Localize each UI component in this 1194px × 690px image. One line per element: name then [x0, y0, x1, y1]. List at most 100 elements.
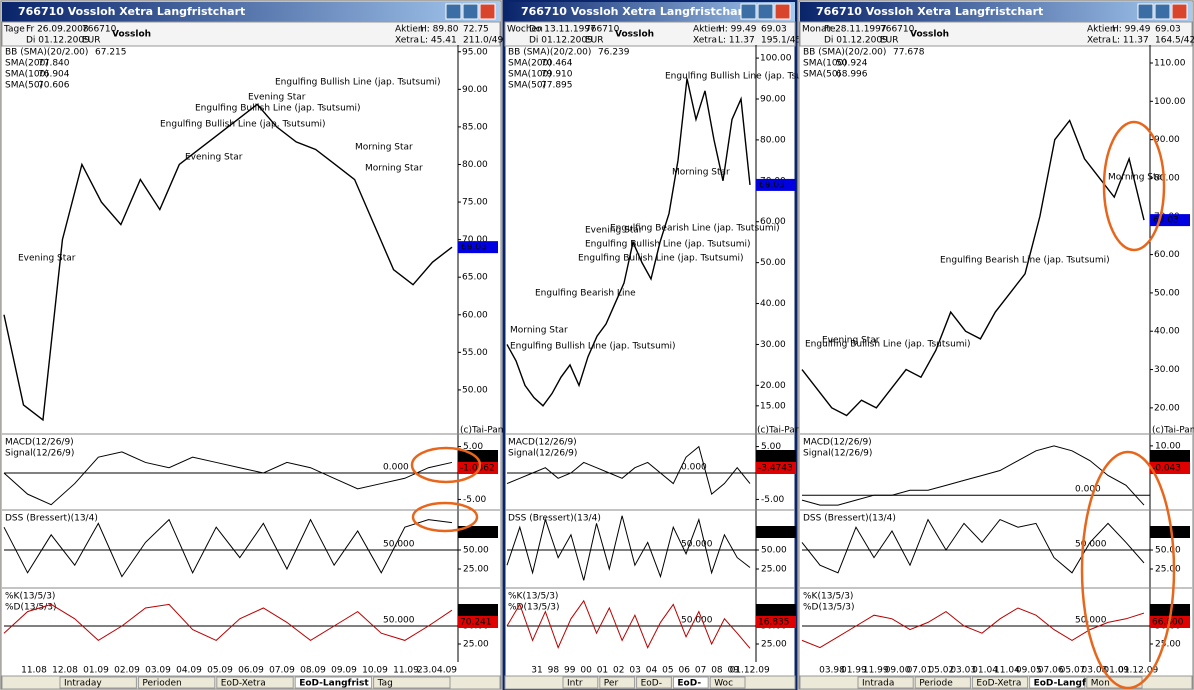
legend-value: 70.606: [38, 81, 70, 91]
tab[interactable]: [1029, 676, 1086, 689]
header-field: Vossloh: [112, 30, 151, 40]
y-tick-label: 25.00: [761, 565, 787, 575]
highlight: [411, 501, 479, 533]
y-tick-label: -5.00: [463, 495, 487, 505]
header-bar: [799, 21, 1193, 47]
header-field: H: 89.80: [420, 25, 459, 35]
annotation: (c)Tai-Pan: [1152, 426, 1194, 436]
tab-label: EoD-Langfrist: [299, 679, 369, 689]
annotation: Engulfing Bullish Line (jap. Tsutsumi): [805, 340, 971, 350]
tab[interactable]: [971, 676, 1029, 689]
x-tick-label: 01.99: [841, 666, 867, 676]
window-frame: [0, 0, 502, 690]
indicator-line: [506, 599, 751, 649]
tab[interactable]: [59, 676, 137, 689]
window-button[interactable]: [1171, 3, 1188, 20]
level-label: 50.000: [681, 616, 713, 626]
y-tick-label: 10.00: [1155, 441, 1181, 451]
readout: 70.241: [460, 618, 492, 628]
panel-name: %D(13/5/3): [508, 603, 559, 613]
tab[interactable]: [672, 676, 709, 689]
price-line: [801, 119, 1145, 417]
tab[interactable]: [599, 676, 636, 689]
x-tick-label: 11.09: [393, 666, 419, 676]
tab-label: EoD-Xetra: [221, 679, 266, 689]
indicator-line: [3, 451, 453, 506]
header-field: Aktien: [395, 25, 424, 35]
header-field: Monate: [802, 25, 836, 35]
x-tick-label: 07: [695, 666, 706, 676]
annotation: Engulfing Bearish Line: [535, 289, 636, 299]
tab-label: Intr: [567, 679, 583, 689]
y-tick-label: 90.00: [1154, 135, 1180, 145]
panel-name: Signal(12/26/9): [803, 449, 872, 459]
panel-name: %D(13/5/3): [803, 603, 854, 613]
legend-name: BB (SMA)(20/2.00): [803, 48, 886, 58]
tab[interactable]: [636, 676, 672, 689]
legend-name: BB (SMA)(20/2.00): [5, 48, 88, 58]
legend-value: 70.464: [541, 59, 573, 69]
readout-box: [458, 604, 498, 616]
legend-value: 77.895: [541, 81, 573, 91]
legend-name: SMA(100): [508, 70, 552, 80]
panel-name: %K(13/5/3): [5, 592, 55, 602]
window-button[interactable]: [774, 3, 791, 20]
panel-name: DSS (Bressert)(13/4): [803, 514, 896, 524]
annotation: Evening Star: [18, 254, 76, 264]
tab[interactable]: [709, 676, 746, 689]
x-tick-label: 01: [597, 666, 608, 676]
tab[interactable]: [137, 676, 216, 689]
legend-name: SMA(50): [5, 81, 43, 91]
annotation: Evening Star: [822, 336, 880, 346]
legend-name: BB (SMA)(20/2.00): [508, 48, 591, 58]
header-bar: [504, 21, 796, 47]
window-title: 766710 Vossloh Xetra Langfristchart: [521, 5, 748, 18]
x-tick-label: 31: [531, 666, 542, 676]
window-button[interactable]: [740, 3, 757, 20]
readout: -2.3824: [758, 452, 793, 462]
header-field: Xetra: [395, 36, 419, 46]
y-tick-label: 5.00: [463, 442, 483, 452]
window-button[interactable]: [445, 3, 462, 20]
title-bar: [2, 2, 500, 22]
annotation: Engulfing Bullish Line (jap. Tsutsumi): [578, 254, 744, 264]
y-tick-label: 80.00: [760, 135, 786, 145]
x-tick-label: 00: [580, 666, 592, 676]
tab[interactable]: [216, 676, 294, 689]
x-tick-label: 02.09: [114, 666, 140, 676]
header-field: Tage: [3, 25, 25, 35]
y-tick-label: 90.00: [462, 85, 488, 95]
tab-label: EoD-Xetra: [976, 679, 1021, 689]
window-title: 766710 Vossloh Xetra Langfristchart: [18, 5, 245, 18]
x-tick-label: 01.09: [1103, 666, 1129, 676]
window-button[interactable]: [479, 3, 496, 20]
tab[interactable]: [914, 676, 971, 689]
header-field: 164.5/42.5: [1155, 36, 1194, 46]
x-tick-label: 11.99: [863, 666, 889, 676]
level-label: 50.000: [383, 616, 415, 626]
tab-label: EoD-Langfri: [1034, 679, 1094, 689]
header-field: EUR: [82, 36, 101, 46]
header-bar: [1, 21, 501, 47]
tab-label: Periode: [919, 679, 953, 689]
y-tick-label: 25.00: [463, 640, 489, 650]
header-field: Wochen: [507, 25, 543, 35]
tab[interactable]: [857, 676, 914, 689]
window-button[interactable]: [757, 3, 774, 20]
window-button[interactable]: [1154, 3, 1171, 20]
tab[interactable]: [373, 676, 451, 689]
tab[interactable]: [294, 676, 373, 689]
x-tick-label: 07.09: [269, 666, 295, 676]
annotation: Morning Star: [1108, 173, 1166, 183]
window-button[interactable]: [1137, 3, 1154, 20]
indicator-line: [506, 515, 751, 581]
readout: -0.043: [1152, 464, 1181, 474]
annotation: (c)Tai-Pan: [757, 426, 800, 436]
x-tick-label: 08: [711, 666, 723, 676]
window-button[interactable]: [462, 3, 479, 20]
level-label: 0.000: [383, 463, 409, 473]
header-field: H: 99.49: [1112, 25, 1151, 35]
tab[interactable]: [562, 676, 599, 689]
panel-name: Signal(12/26/9): [5, 449, 74, 459]
annotation: Evening Star: [585, 226, 643, 236]
